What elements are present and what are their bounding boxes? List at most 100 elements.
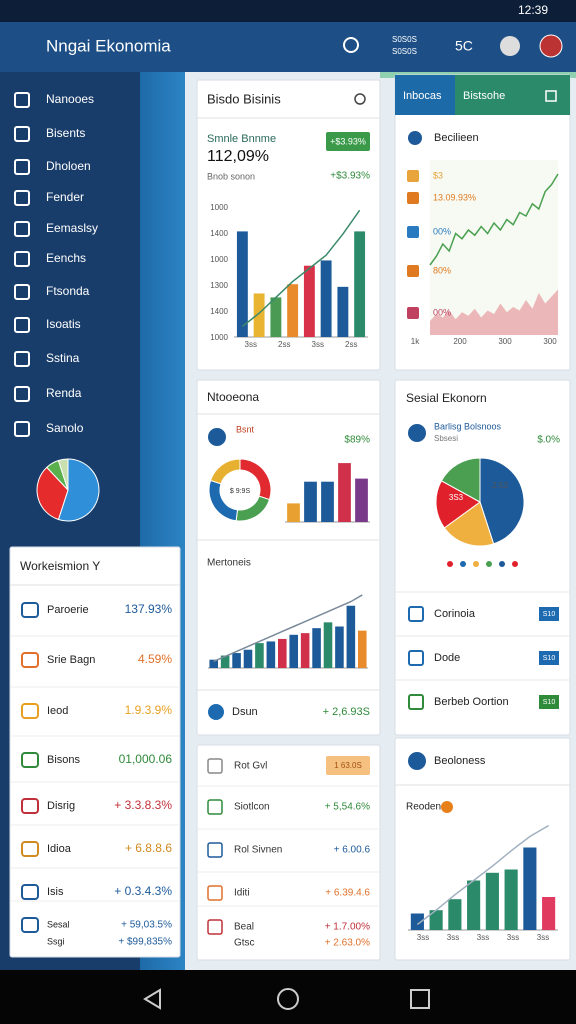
- pie-slice: [57, 458, 100, 522]
- row-label: Corinoia: [434, 608, 476, 620]
- app-bar: [0, 22, 576, 72]
- bar: [504, 869, 518, 930]
- recents-button[interactable]: [410, 989, 430, 1009]
- row-label: Berbeb Oortion: [434, 696, 509, 708]
- pie-slice: [440, 457, 481, 503]
- bar: [312, 628, 321, 668]
- legend-dot: [447, 561, 453, 567]
- row-badge-text: S10: [543, 655, 556, 662]
- donut-center: $ 9:9S: [230, 488, 251, 495]
- row-icon: [408, 694, 424, 710]
- nav-icon: [14, 159, 30, 175]
- nav-item: Eenchs: [46, 251, 86, 265]
- row-badge: [539, 651, 559, 665]
- nav-item: Renda: [46, 386, 82, 400]
- y-label: 1400: [210, 229, 228, 238]
- bar: [346, 605, 356, 668]
- bar: [323, 622, 333, 668]
- tab: [455, 75, 570, 115]
- row-value: + 2.63.0%: [325, 938, 370, 949]
- x-label: 3ss: [447, 933, 459, 942]
- nav-item: Nanooes: [46, 92, 94, 106]
- row-label: Paroerie: [47, 604, 89, 616]
- pie-label: 2.53: [492, 481, 508, 490]
- card-social: [394, 379, 571, 736]
- code: 5C: [455, 38, 473, 54]
- nav-icon: [14, 421, 30, 437]
- footer-value: + 2,6.93S: [323, 706, 370, 718]
- y-label: 1000: [210, 255, 228, 264]
- row-value: + 1.7.00%: [325, 922, 370, 933]
- card-title: Beoloness: [434, 755, 486, 767]
- search-icon[interactable]: [343, 37, 359, 53]
- row-value: + 6.8.8.6: [125, 841, 172, 855]
- stat-bottom: S0S0S: [392, 47, 417, 56]
- axis-label: $3: [433, 170, 443, 180]
- row-value: 137.93%: [125, 602, 173, 616]
- bar: [303, 265, 315, 337]
- row-value: + 3.3.8.3%: [114, 798, 172, 812]
- avatar[interactable]: [500, 36, 520, 56]
- bar: [278, 638, 287, 668]
- bar: [220, 655, 230, 668]
- tab-label: Bistsohe: [463, 90, 505, 102]
- badge: [326, 132, 370, 151]
- pie-slice: [209, 458, 241, 485]
- x-label: 2ss: [278, 340, 290, 349]
- x-label: 3ss: [245, 340, 257, 349]
- label: Bsnt: [236, 424, 255, 434]
- back-button[interactable]: [143, 988, 161, 1010]
- label-icon: [407, 307, 419, 319]
- x-label: 3ss: [312, 340, 324, 349]
- nav-bar: [0, 970, 576, 1024]
- nav-icon: [14, 317, 30, 333]
- row-value: + 5,54.6%: [325, 802, 370, 813]
- nav-item: Isoatis: [46, 317, 81, 331]
- row-label: Ieod: [47, 705, 68, 717]
- card-title: Sesial Ekonorn: [406, 391, 487, 405]
- legend-dot: [473, 561, 479, 567]
- card-title: Becilieen: [434, 132, 479, 144]
- bar: [337, 286, 349, 337]
- row-label: Ssgi: [47, 936, 65, 946]
- bar: [287, 503, 300, 522]
- row-label: Dode: [434, 652, 460, 664]
- profile[interactable]: [539, 34, 563, 58]
- card-title: Bisdo Bisinis: [207, 91, 281, 106]
- kpi-value: 112,09%: [207, 148, 269, 165]
- bar: [355, 478, 368, 522]
- pie-slice: [57, 458, 69, 491]
- item-title: Barlisg Bolsnoos: [434, 421, 502, 431]
- bar: [232, 653, 241, 668]
- row-value: + 59,03.5%: [121, 920, 172, 931]
- label-icon: [407, 170, 419, 182]
- x-label: 300: [543, 337, 557, 346]
- bar: [287, 284, 299, 337]
- pie-slice: [443, 501, 495, 547]
- home-button[interactable]: [277, 988, 299, 1010]
- stat-top: S0S0S: [392, 35, 417, 44]
- legend-dot: [499, 561, 505, 567]
- card-work: [9, 546, 181, 958]
- row-icon: [207, 758, 223, 774]
- icon: [441, 801, 453, 813]
- pie-slice: [36, 466, 69, 521]
- app-title: Nngai Ekonomia: [46, 36, 171, 55]
- icon: [408, 424, 426, 442]
- row-badge: [539, 695, 559, 709]
- nav-item: Dholoen: [46, 159, 91, 173]
- trend-line: [241, 209, 361, 328]
- bar: [485, 872, 499, 930]
- row-icon: [21, 841, 39, 857]
- x-label: 3ss: [417, 933, 429, 942]
- row-icon: [207, 885, 223, 901]
- y-label: 1000: [210, 203, 228, 212]
- time: 12:39: [518, 3, 548, 17]
- y-label: 1400: [210, 307, 228, 316]
- legend-dot: [460, 561, 466, 567]
- y-label: 1000: [210, 333, 228, 342]
- nav-icon: [14, 126, 30, 142]
- legend-dot: [486, 561, 492, 567]
- search-icon[interactable]: [354, 93, 366, 105]
- bar: [523, 847, 537, 930]
